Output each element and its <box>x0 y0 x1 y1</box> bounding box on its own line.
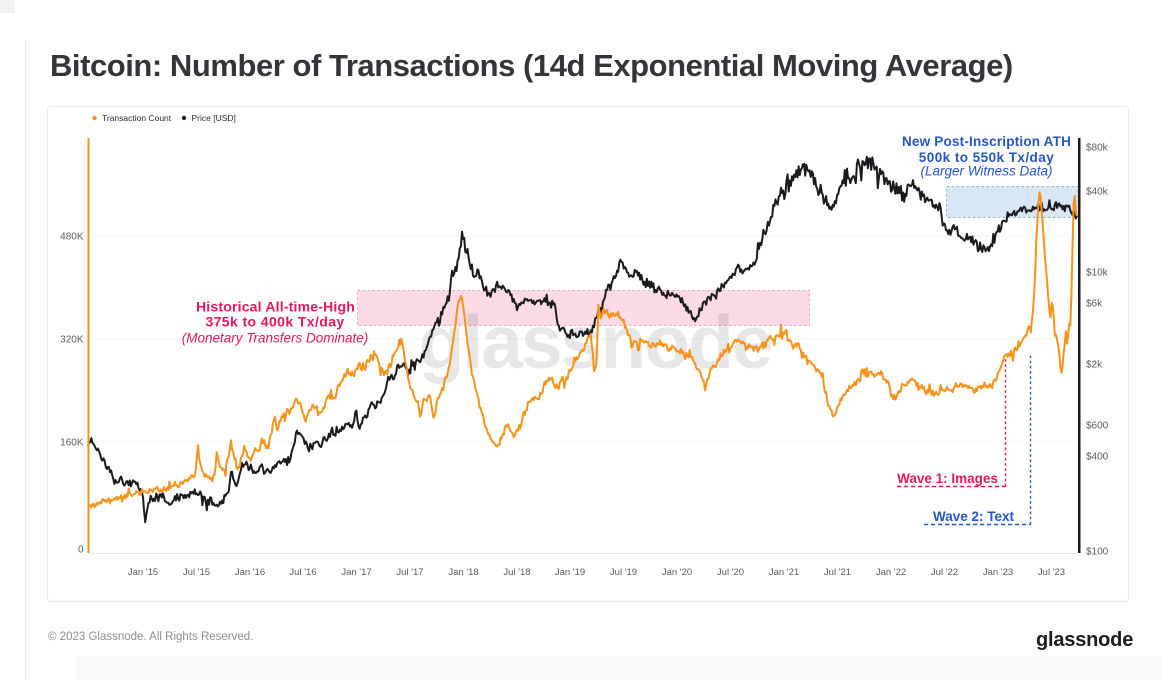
svg-text:Jul '16: Jul '16 <box>289 567 316 578</box>
svg-text:Jul '23: Jul '23 <box>1038 567 1065 578</box>
svg-text:$6k: $6k <box>1086 299 1103 310</box>
svg-text:Jan '19: Jan '19 <box>555 567 585 578</box>
svg-text:$600: $600 <box>1086 421 1109 432</box>
svg-text:Jan '20: Jan '20 <box>662 567 692 578</box>
svg-text:$100: $100 <box>1086 547 1109 558</box>
svg-text:Historical All-time-High: Historical All-time-High <box>196 299 355 315</box>
svg-text:Jul '22: Jul '22 <box>931 567 958 578</box>
svg-text:Jul '17: Jul '17 <box>396 567 423 578</box>
svg-text:Price [USD]: Price [USD] <box>192 113 236 123</box>
svg-text:Jan '15: Jan '15 <box>128 567 158 578</box>
svg-text:160K: 160K <box>60 438 84 449</box>
svg-text:480K: 480K <box>60 232 84 243</box>
svg-text:Transaction Count: Transaction Count <box>102 113 172 123</box>
svg-text:New Post-Inscription ATH: New Post-Inscription ATH <box>902 134 1071 149</box>
svg-text:Jul '20: Jul '20 <box>717 567 744 578</box>
svg-text:(Larger Witness Data): (Larger Witness Data) <box>921 164 1053 179</box>
svg-text:Jan '21: Jan '21 <box>769 567 799 578</box>
svg-text:Jan '16: Jan '16 <box>235 567 265 578</box>
svg-text:glassnode: glassnode <box>419 300 772 384</box>
svg-text:(Monetary Transfers Dominate): (Monetary Transfers Dominate) <box>182 331 369 346</box>
svg-text:Jan '18: Jan '18 <box>448 567 478 578</box>
svg-text:Jul '18: Jul '18 <box>503 567 530 578</box>
svg-text:Jul '21: Jul '21 <box>824 567 851 578</box>
svg-text:Jan '22: Jan '22 <box>876 567 906 578</box>
svg-text:Wave 2: Text: Wave 2: Text <box>933 509 1015 524</box>
svg-text:0: 0 <box>78 545 84 556</box>
svg-text:Jul '19: Jul '19 <box>610 567 637 578</box>
svg-text:375k to 400k Tx/day: 375k to 400k Tx/day <box>205 314 344 330</box>
svg-text:$2k: $2k <box>1086 360 1103 371</box>
svg-text:$10k: $10k <box>1086 268 1109 279</box>
svg-text:Jul '15: Jul '15 <box>183 567 210 578</box>
svg-text:Wave 1: Images: Wave 1: Images <box>897 471 998 486</box>
svg-text:$80k: $80k <box>1086 142 1109 153</box>
svg-text:320K: 320K <box>60 335 84 346</box>
svg-text:$40k: $40k <box>1086 186 1109 197</box>
svg-text:$400: $400 <box>1086 452 1109 463</box>
svg-text:Jan '17: Jan '17 <box>341 567 371 578</box>
svg-text:500k to 550k Tx/day: 500k to 550k Tx/day <box>919 150 1054 165</box>
svg-text:Jan '23: Jan '23 <box>983 567 1013 578</box>
